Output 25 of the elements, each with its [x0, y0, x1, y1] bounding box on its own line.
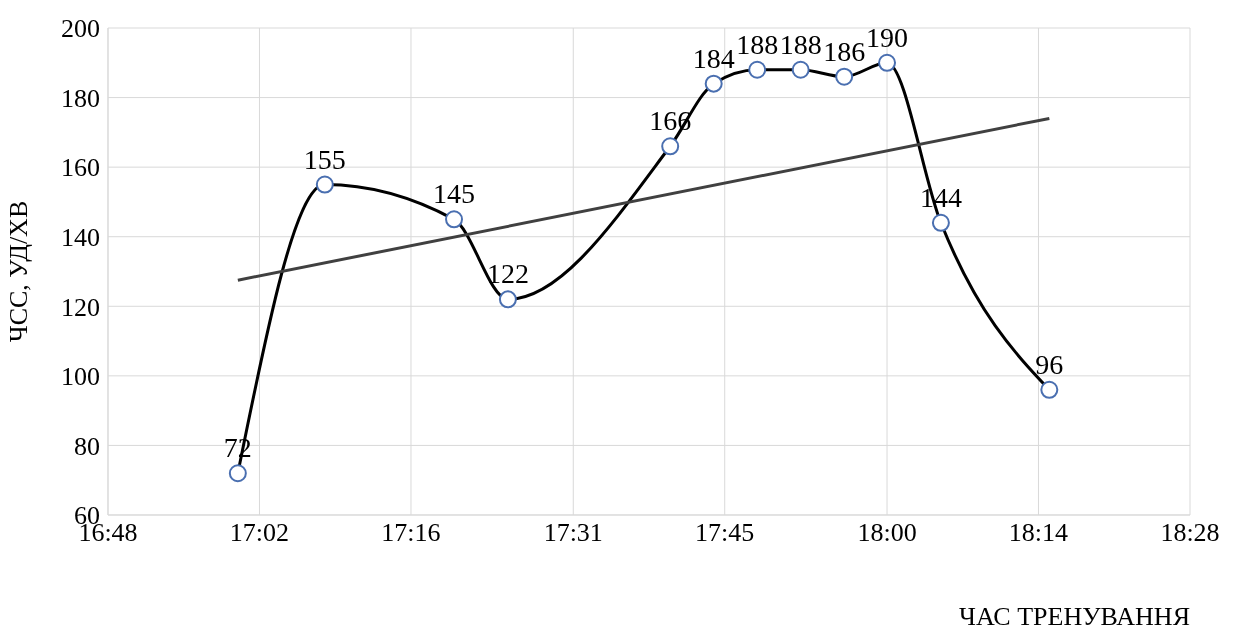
x-tick-label: 17:31	[543, 518, 603, 548]
x-tick-label: 17:02	[229, 518, 290, 548]
y-tick-label: 180	[61, 83, 100, 113]
data-label: 188	[779, 28, 822, 60]
data-label: 155	[303, 143, 346, 175]
data-label: 186	[823, 35, 866, 67]
data-label: 122	[486, 258, 529, 290]
y-axis-title: ЧСС, УД/ХВ	[4, 200, 34, 343]
x-tick-label: 18:28	[1160, 518, 1220, 548]
x-tick-label: 17:45	[695, 518, 755, 548]
y-tick-label: 80	[74, 431, 100, 461]
data-label: 96	[1035, 348, 1064, 380]
x-tick-label: 18:14	[1008, 518, 1069, 548]
data-label: 145	[433, 178, 476, 210]
y-tick-label: 200	[61, 14, 100, 44]
x-tick-label: 17:16	[381, 518, 441, 548]
x-axis-title: ЧАС ТРЕНУВАННЯ	[958, 602, 1190, 631]
y-tick-label: 120	[61, 292, 100, 322]
data-label: 184	[692, 42, 735, 74]
y-tick-label: 140	[61, 222, 100, 252]
y-tick-label: 160	[61, 153, 100, 183]
data-label: 190	[866, 21, 909, 53]
data-label: 188	[736, 28, 779, 60]
y-tick-label: 100	[61, 362, 100, 392]
x-tick-label: 18:00	[857, 518, 917, 548]
